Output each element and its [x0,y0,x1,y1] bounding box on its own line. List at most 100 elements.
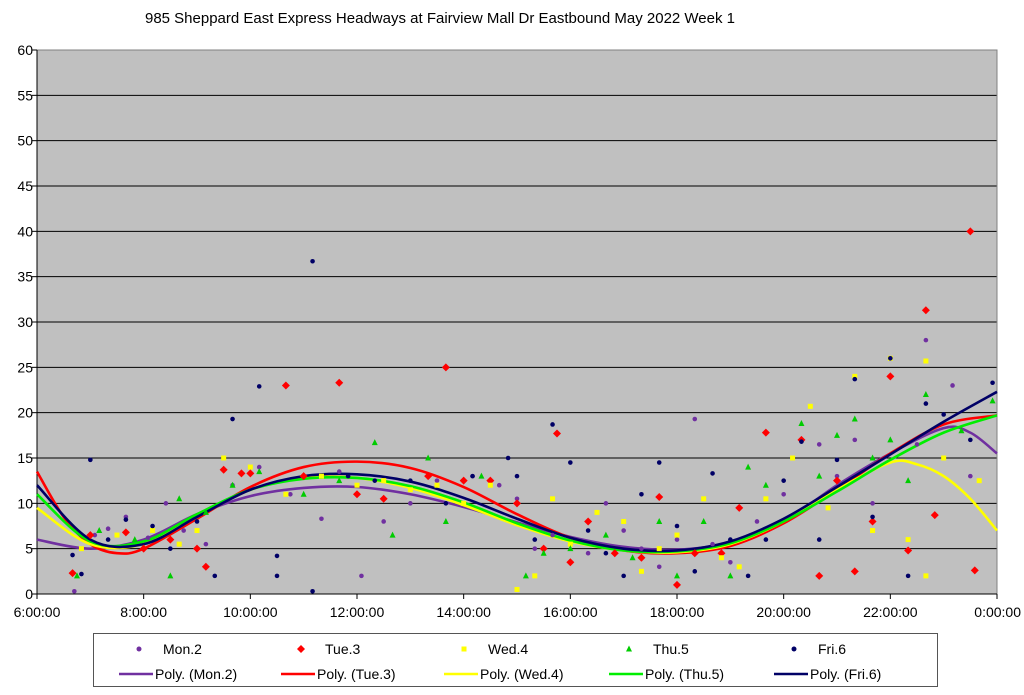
data-point [728,559,733,565]
legend-line-swatch [119,672,153,676]
data-point [522,572,529,579]
data-point [888,355,893,361]
data-point [603,501,609,506]
x-tick-label: 18:00:00 [650,604,705,620]
legend-line-swatch [609,672,643,676]
data-point [655,492,664,501]
data-point [816,442,822,447]
data-point [815,571,824,580]
data-point [505,455,511,461]
y-tick-label: 20 [17,405,33,421]
legend-label: Poly. (Thu.5) [645,666,725,682]
data-point [807,403,813,409]
legend-label: Poly. (Wed.4) [480,666,564,682]
data-point [905,537,911,543]
data-point [283,491,289,497]
data-point [442,517,449,524]
y-tick-label: 5 [25,541,33,557]
data-point [105,537,111,542]
legend-item: Poly. (Mon.2) [119,662,237,686]
data-point [487,482,493,488]
y-tick-label: 35 [17,269,33,285]
data-point [621,518,627,524]
y-tick-label: 50 [17,133,33,149]
x-tick-label: 14:00:00 [436,604,491,620]
data-point [123,517,129,522]
x-tick-label: 0:00:00 [974,604,1021,620]
x-tick-label: 12:00:00 [330,604,385,620]
data-point [594,509,600,515]
data-point [568,460,573,465]
data-point [300,490,307,497]
data-points [68,227,996,594]
legend-label: Poly. (Tue.3) [317,666,396,682]
data-point [869,454,876,461]
legend-label: Poly. (Mon.2) [155,666,238,682]
legend-row-trendlines: Poly. (Mon.2) Poly. (Tue.3) Poly. (Wed.4) P… [94,662,937,686]
data-point [602,531,609,538]
data-point [674,572,680,579]
data-point [735,503,744,512]
y-tick-label: 55 [17,87,33,103]
legend-line-swatch [444,672,478,676]
data-point [166,535,175,544]
data-point [621,573,626,579]
data-point [728,537,733,542]
data-point [425,454,432,461]
data-point [443,501,449,506]
legend-label: Tue.3 [325,641,361,657]
data-point [202,508,209,515]
data-point [532,546,538,551]
data-point [281,381,290,390]
data-point [335,378,344,387]
data-point [799,439,804,444]
data-point [850,567,859,576]
data-point [923,573,929,579]
x-tick-label: 8:00:00 [120,604,167,620]
data-point [637,553,646,562]
data-point [461,500,467,506]
data-point [219,465,228,474]
data-point [968,437,973,443]
data-point [78,546,84,552]
x-tick-label: 6:00:00 [14,604,61,620]
data-point [345,473,351,479]
data-point [710,471,715,476]
data-point [710,541,715,547]
data-point [639,546,644,551]
data-point [968,473,973,479]
data-point [887,436,894,443]
data-point [781,491,786,497]
data-point [656,460,662,465]
data-point [958,427,965,434]
y-axis: 0 5 10 15 20 25 30 35 40 45 50 55 60 [17,42,38,602]
data-point [868,517,877,526]
data-point [424,472,433,481]
data-point [692,416,698,422]
data-point [256,384,262,389]
data-point [79,571,84,577]
data-point [150,528,156,534]
data-point [790,455,796,461]
data-point [310,258,315,264]
legend-marker-swatch [791,646,797,652]
data-point [566,558,575,567]
data-point [256,468,263,475]
legend-label: Poly. (Fri.6) [810,666,882,682]
data-point [381,478,387,484]
data-point [825,505,831,511]
data-point [701,496,707,502]
data-point [359,573,364,579]
data-point [389,531,396,538]
data-point [700,517,707,524]
data-point [145,535,151,541]
legend-row-markers: Mon.2 Tue.3 Wed.4 Thu.5 Fri.6 [94,637,937,661]
data-point [550,496,556,502]
data-point [717,549,726,558]
data-point [950,383,955,388]
legend-label: Fri.6 [818,641,846,657]
data-point [513,499,521,508]
data-point [121,528,130,537]
legend-item: Poly. (Wed.4) [444,662,564,686]
data-point [70,552,75,558]
